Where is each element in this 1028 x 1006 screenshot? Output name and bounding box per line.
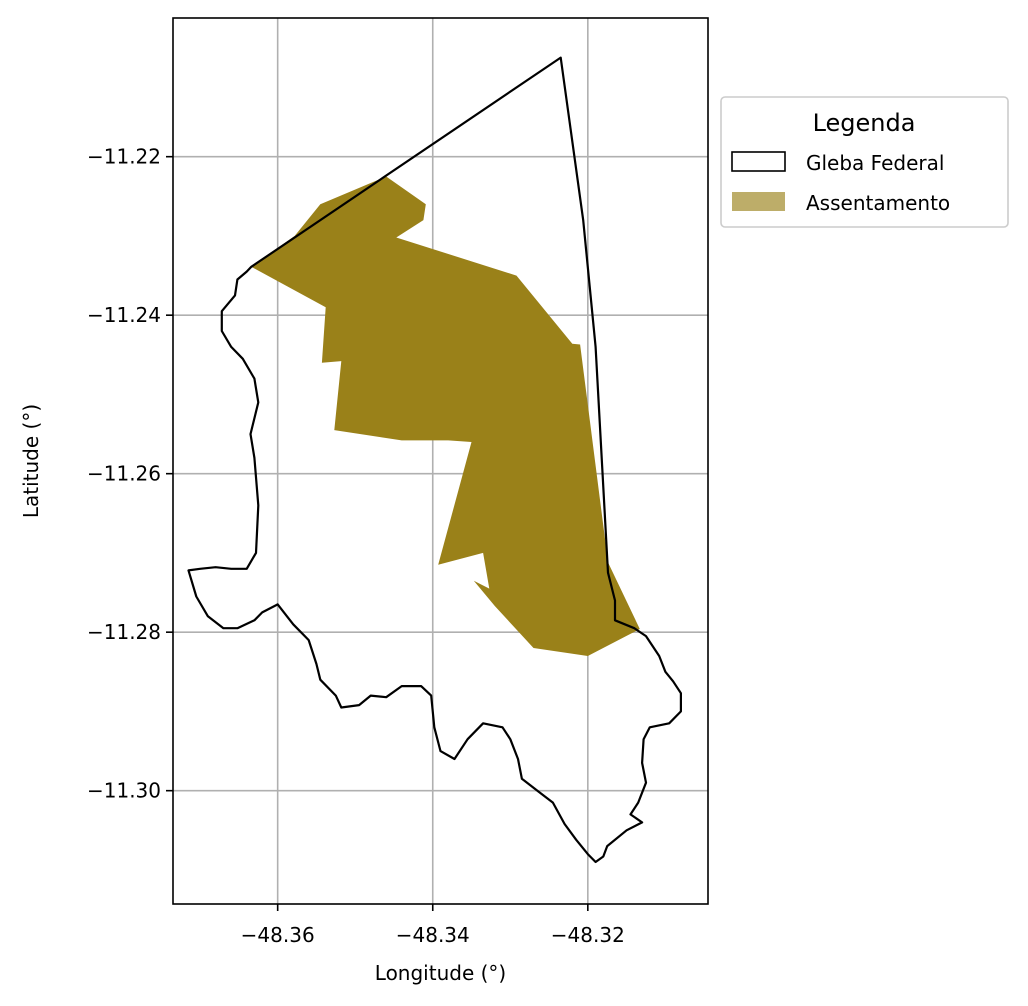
x-tick-label: −48.34	[396, 923, 470, 947]
legend-title: Legenda	[813, 109, 916, 137]
gleba-federal-outline	[187, 56, 682, 864]
legend-label-gleba-federal: Gleba Federal	[806, 151, 944, 175]
y-tick-label: −11.26	[87, 462, 161, 486]
x-tick-label: −48.36	[241, 923, 315, 947]
y-tick-label: −11.24	[87, 303, 161, 327]
map-layers	[187, 56, 682, 864]
y-tick-label: −11.28	[87, 620, 161, 644]
x-tick-label: −48.32	[551, 923, 625, 947]
x-axis-title: Longitude (°)	[375, 961, 506, 985]
legend-label-assentamento: Assentamento	[806, 191, 950, 215]
legend: Legenda Gleba Federal Assentamento	[720, 96, 1009, 228]
y-tick-label: −11.22	[87, 145, 161, 169]
legend-swatch-gleba-federal	[731, 151, 786, 172]
y-axis-title: Latitude (°)	[19, 404, 43, 518]
legend-swatch-assentamento	[732, 192, 785, 211]
grid-lines	[173, 18, 708, 904]
plot-frame	[172, 17, 709, 905]
assentamento-polygon	[251, 176, 640, 656]
y-tick-label: −11.30	[87, 779, 161, 803]
axis-ticks: −48.36 −48.34 −48.32 −11.22 −11.24 −11.26 −11.…	[87, 145, 625, 947]
legend-frame	[720, 96, 1009, 228]
